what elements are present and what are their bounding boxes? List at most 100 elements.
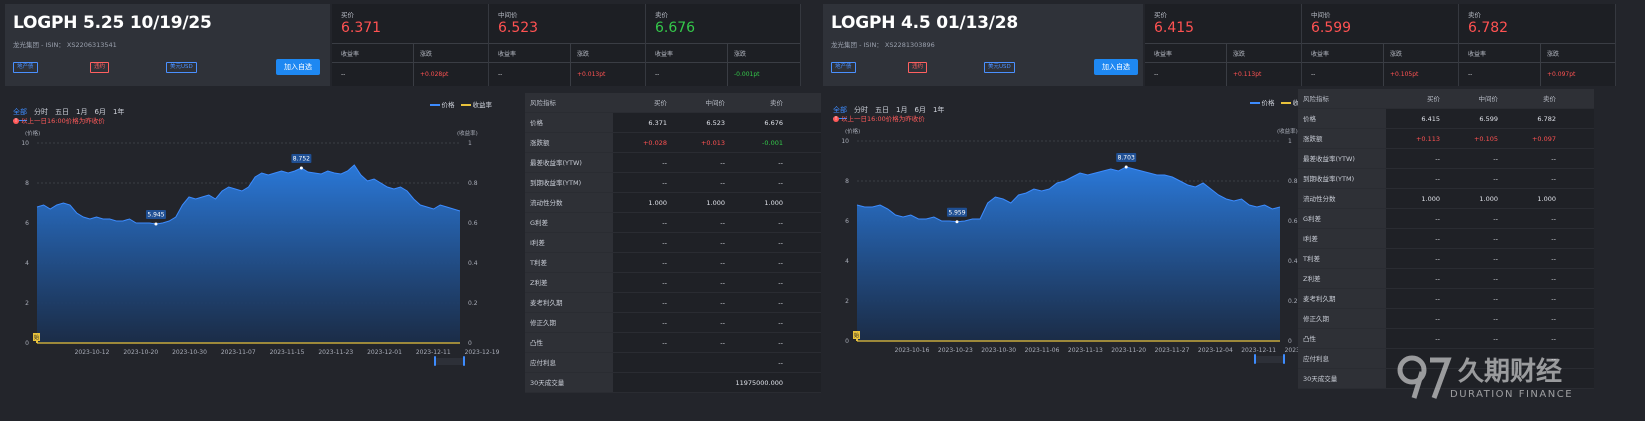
y-axis-right-unit: (收益率)	[457, 131, 478, 137]
bond-name: LOGPH 5.25 10/19/25	[13, 13, 212, 33]
period-tab[interactable]: 6月	[914, 106, 926, 114]
min-point	[154, 222, 158, 226]
table-row: T利差 -- -- --	[1298, 249, 1594, 269]
x-tick: 2023-12-04	[1198, 347, 1233, 354]
info-icon: !	[833, 116, 839, 122]
metric-value: +0.113	[1415, 135, 1440, 143]
table-row: 30天成交量	[1298, 369, 1594, 389]
bond-tag[interactable]: 违约	[908, 62, 928, 73]
change-value: +0.097pt	[1547, 71, 1576, 78]
metric-name: 麦考利久期	[1298, 289, 1386, 308]
period-tab[interactable]: 全部	[833, 105, 847, 119]
y-tick-left: 2	[25, 300, 29, 307]
yield-value: --	[498, 71, 503, 78]
metric-value: --	[1551, 255, 1556, 263]
bond-tag[interactable]: 美元USD	[166, 62, 197, 73]
metric-value: --	[662, 339, 667, 347]
metric-name: 流动性分数	[1298, 189, 1386, 208]
slider-left-handle[interactable]	[434, 356, 436, 366]
period-tab[interactable]: 1年	[112, 108, 125, 116]
metric-name: Z利差	[1298, 269, 1386, 288]
metric-value: 6.599	[1479, 115, 1498, 123]
divider	[413, 43, 414, 86]
x-tick: 2023-10-12	[75, 349, 110, 356]
table-header-cell: 买价	[654, 99, 667, 107]
metric-value: --	[1435, 315, 1440, 323]
yield-label: 收益率	[1154, 51, 1173, 58]
metric-name: I利差	[1298, 229, 1386, 248]
period-tab[interactable]: 五日	[55, 108, 69, 116]
period-tab[interactable]: 五日	[875, 106, 889, 114]
legend-yield[interactable]: 收益率	[472, 101, 493, 109]
table-row: 到期收益率(YTM) -- -- --	[1298, 169, 1594, 189]
metric-value: --	[1493, 275, 1498, 283]
table-row: 30天成交量 11975000.000	[525, 373, 821, 393]
yield-value: --	[1154, 71, 1159, 78]
quote-column: 卖价 6.782 收益率 涨跌 -- +0.097pt	[1459, 4, 1616, 86]
metric-name: 最差收益率(YTW)	[1298, 149, 1386, 168]
period-tab[interactable]: 1年	[932, 106, 945, 114]
start-marker-badge: 始	[853, 331, 860, 339]
risk-metrics-table: 风险指标 买价 中间价 卖价 价格 6.371 6.523 6.676 涨跌额 +0.028 +0.…	[525, 93, 821, 393]
chart-legend: 价格 收益率	[424, 99, 493, 109]
quote-column: 中间价 6.523 收益率 涨跌 -- +0.013pt	[489, 4, 646, 86]
quote-price: 6.371	[341, 20, 382, 36]
period-tab[interactable]: 分时	[34, 108, 48, 116]
table-header-cell: 风险指标	[525, 93, 613, 112]
slider-track[interactable]	[435, 358, 465, 365]
period-tab[interactable]: 1月	[76, 108, 88, 116]
legend-price[interactable]: 价格	[1261, 99, 1275, 107]
yield-label: 收益率	[1311, 51, 1330, 58]
metric-name: 到期收益率(YTM)	[525, 173, 613, 192]
table-row: 价格 6.415 6.599 6.782	[1298, 109, 1594, 129]
slider-right-handle[interactable]	[1283, 354, 1285, 364]
metric-value: --	[662, 179, 667, 187]
y-tick-left: 4	[25, 260, 29, 267]
slider-left-handle[interactable]	[1254, 354, 1256, 364]
period-tab[interactable]: 1月	[896, 106, 908, 114]
y-tick-right: 0.6	[1288, 218, 1298, 225]
slider-right-handle[interactable]	[463, 356, 465, 366]
legend-price[interactable]: 价格	[441, 101, 455, 109]
metric-value: 1.000	[706, 199, 725, 207]
quote-label: 买价	[1154, 11, 1167, 19]
metric-name: 价格	[525, 113, 613, 132]
metric-value: --	[1493, 295, 1498, 303]
metric-value: --	[778, 299, 783, 307]
bond-tag[interactable]: 违约	[90, 62, 110, 73]
quote-price: 6.415	[1154, 20, 1195, 36]
bond-tag[interactable]: 美元USD	[984, 62, 1015, 73]
add-to-watchlist-button[interactable]: 加入自选	[276, 59, 320, 75]
metric-value: --	[1493, 315, 1498, 323]
metric-value: --	[778, 159, 783, 167]
start-marker-box	[33, 333, 40, 341]
table-row: I利差 -- -- --	[1298, 229, 1594, 249]
quote-panel: 买价 6.371 收益率 涨跌 -- +0.028pt 中间价 6.523 收益率 涨跌 -- +0.…	[332, 4, 823, 86]
table-row: 最差收益率(YTW) -- -- --	[1298, 149, 1594, 169]
metric-value: -0.001	[762, 139, 783, 147]
period-tab[interactable]: 6月	[94, 108, 106, 116]
y-axis-right-unit: (收益率)	[1277, 129, 1298, 135]
period-tabs: 全部 分时 五日 1月 6月 1年	[833, 97, 951, 119]
table-header-row: 风险指标 买价 中间价 卖价	[1298, 89, 1594, 109]
metric-value: +0.028	[642, 139, 667, 147]
metric-value: --	[662, 259, 667, 267]
table-header-cell: 中间价	[705, 99, 726, 107]
slider-track[interactable]	[1255, 356, 1285, 363]
change-label: 涨跌	[577, 51, 590, 58]
quote-column: 中间价 6.599 收益率 涨跌 -- +0.105pt	[1302, 4, 1459, 86]
bond-tag[interactable]: 地产债	[13, 62, 38, 73]
range-slider[interactable]	[1254, 354, 1285, 364]
metric-value: --	[778, 259, 783, 267]
range-slider[interactable]	[434, 356, 465, 366]
add-to-watchlist-button[interactable]: 加入自选	[1094, 59, 1138, 75]
metric-value: 6.782	[1537, 115, 1556, 123]
table-header-cell: 卖价	[1543, 95, 1556, 103]
period-tab[interactable]: 全部	[13, 107, 27, 121]
y-tick-right: 0.8	[1288, 178, 1298, 185]
metric-value: --	[720, 219, 725, 227]
period-tab[interactable]: 分时	[854, 106, 868, 114]
x-tick: 2023-12-11	[416, 349, 451, 356]
yield-value: --	[1311, 71, 1316, 78]
bond-tag[interactable]: 地产债	[831, 62, 856, 73]
